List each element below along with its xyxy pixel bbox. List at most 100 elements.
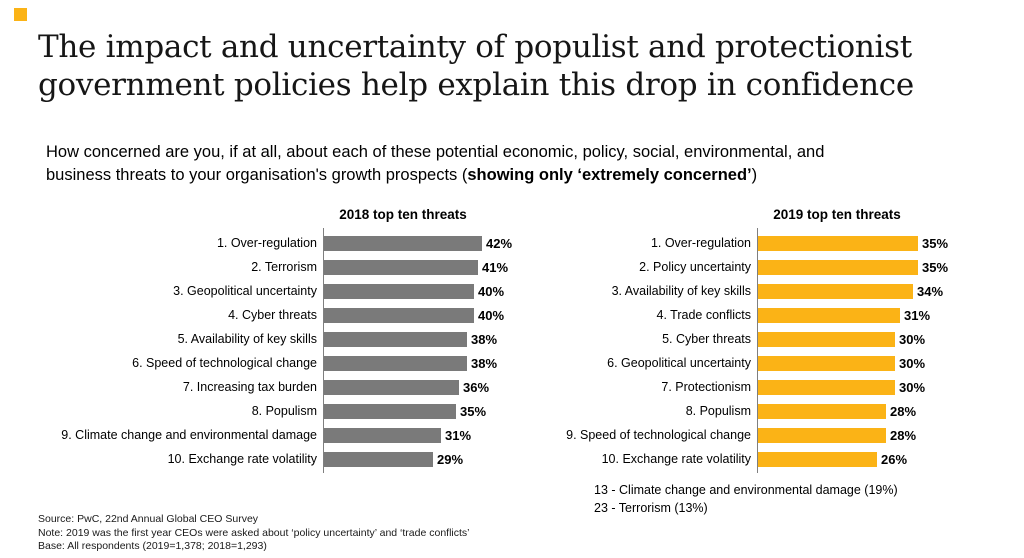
bar [758,355,895,371]
survey-question-emphasis: showing only ‘extremely concerned’ [467,166,752,184]
value-label: 35% [460,403,487,419]
category-label: 1. Over-regulation [650,236,751,250]
category-label: 1. Over-regulation [216,236,317,250]
bar [324,451,433,467]
bar [758,259,918,275]
value-label: 30% [899,379,926,395]
value-label: 31% [904,307,931,323]
value-label: 41% [482,259,509,275]
category-label: 4. Trade conflicts [656,308,752,322]
bar [324,331,467,347]
bar [758,235,918,251]
bar [324,403,456,419]
value-label: 35% [922,259,949,275]
bar [324,355,467,371]
chart-2018-axis-line [323,228,324,473]
survey-question-line2-prefix: business threats to your organisation's … [46,166,468,184]
category-label: 7. Increasing tax burden [182,380,317,394]
footer-notes: Source: PwC, 22nd Annual Global CEO Surv… [38,513,470,554]
bar-row: 7. Protectionism 30% [565,375,948,399]
category-label: 8. Populism [685,404,751,418]
bar [324,307,474,323]
category-label: 2. Policy uncertainty [639,260,751,274]
bar-row: 5. Cyber threats 30% [565,327,948,351]
bar-row: 10. Exchange rate volatility 29% [20,447,512,471]
bar [758,307,900,323]
value-label: 40% [478,307,505,323]
value-label: 30% [899,331,926,347]
accent-square-logo [14,8,27,21]
bar-row: 1. Over-regulation 42% [20,231,512,255]
category-label: 10. Exchange rate volatility [167,452,317,466]
page-title: The impact and uncertainty of populist a… [38,28,998,104]
value-label: 40% [478,283,505,299]
bar-row: 4. Cyber threats 40% [20,303,512,327]
category-label: 6. Geopolitical uncertainty [607,356,751,370]
value-label: 38% [471,355,498,371]
bar [758,283,913,299]
bar [324,427,441,443]
value-label: 34% [917,283,944,299]
chart-footnote: 23 - Terrorism (13%) [594,500,708,515]
bar-row: 5. Availability of key skills 38% [20,327,512,351]
bar [758,427,886,443]
value-label: 35% [922,235,949,251]
bar [758,403,886,419]
chart-title-2019: 2019 top ten threats [773,207,901,222]
bar-row: 8. Populism 28% [565,399,948,423]
value-label: 29% [437,451,464,467]
bar-row: 9. Speed of technological change 28% [565,423,948,447]
category-label: 8. Populism [251,404,317,418]
page-title-line2: government policies help explain this dr… [38,67,914,103]
footer-base: Base: All respondents (2019=1,378; 2018=… [38,540,267,552]
category-label: 10. Exchange rate volatility [601,452,751,466]
chart-title-2018: 2018 top ten threats [339,207,467,222]
chart-2018-rows: 1. Over-regulation 42% 2. Terrorism 41% 3. G… [20,231,512,471]
category-label: 4. Cyber threats [228,308,317,322]
value-label: 26% [881,451,908,467]
chart-footnote: 13 - Climate change and environmental da… [594,483,898,497]
bar [324,283,474,299]
bar-row: 4. Trade conflicts 31% [565,303,948,327]
value-label: 38% [471,331,498,347]
chart-2019-rows: 1. Over-regulation 35% 2. Policy uncertain… [565,231,948,471]
bar-row: 9. Climate change and environmental dama… [20,423,512,447]
bar-row: 6. Speed of technological change 38% [20,351,512,375]
chart-2019-axis-line [757,228,758,473]
bar-row: 6. Geopolitical uncertainty 30% [565,351,948,375]
value-label: 30% [899,355,926,371]
category-label: 6. Speed of technological change [132,356,317,370]
bar-row: 3. Geopolitical uncertainty 40% [20,279,512,303]
category-label: 2. Terrorism [251,260,317,274]
bar [758,451,877,467]
survey-question-line1: How concerned are you, if at all, about … [46,143,825,161]
survey-question-line2-suffix: ) [751,166,758,184]
value-label: 36% [463,379,490,395]
bar-row: 1. Over-regulation 35% [565,231,948,255]
footer-source: Source: PwC, 22nd Annual Global CEO Surv… [38,513,259,525]
category-label: 9. Speed of technological change [566,428,751,442]
bar [324,235,482,251]
value-label: 42% [486,235,513,251]
bar-row: 3. Availability of key skills 34% [565,279,948,303]
bar [324,259,478,275]
category-label: 5. Cyber threats [662,332,751,346]
bar-row: 10. Exchange rate volatility 26% [565,447,948,471]
bar-row: 8. Populism 35% [20,399,512,423]
category-label: 5. Availability of key skills [177,332,317,346]
value-label: 31% [445,427,472,443]
bar-row: 7. Increasing tax burden 36% [20,375,512,399]
category-label: 7. Protectionism [661,380,751,394]
chart-2019-footnotes: 13 - Climate change and environmental da… [594,482,898,517]
value-label: 28% [890,403,917,419]
footer-note: Note: 2019 was the first year CEOs were … [38,526,470,539]
survey-question: How concerned are you, if at all, about … [46,141,1006,187]
bar [324,379,459,395]
bar [758,331,895,347]
category-label: 9. Climate change and environmental dama… [61,428,317,442]
value-label: 28% [890,427,917,443]
category-label: 3. Availability of key skills [611,284,751,298]
bar [758,379,895,395]
bar-row: 2. Policy uncertainty 35% [565,255,948,279]
